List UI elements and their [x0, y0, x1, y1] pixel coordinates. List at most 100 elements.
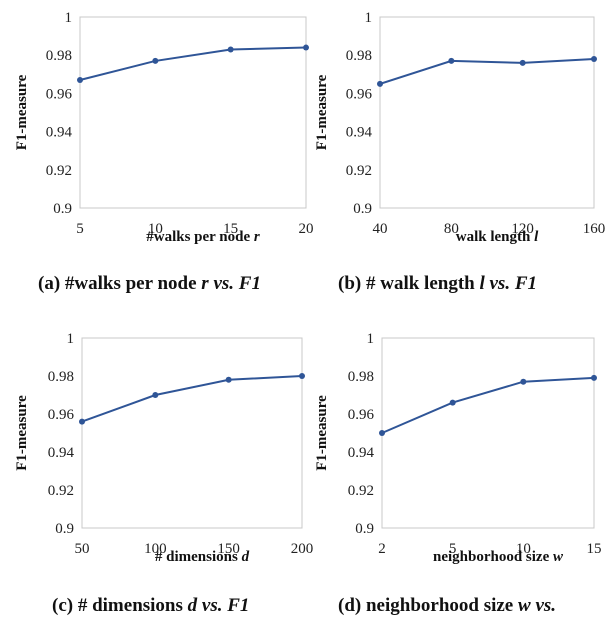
y-tick-label: 0.94 [48, 445, 75, 461]
data-point [448, 57, 455, 64]
x-tick-label: 5 [76, 221, 84, 237]
data-point [152, 392, 159, 398]
data-point [79, 418, 85, 425]
panel-caption: (b) # walk length l vs. F1 [338, 273, 537, 294]
y-tick-label: 0.94 [346, 125, 373, 141]
y-tick-label: 0.9 [355, 521, 374, 537]
x-tick-label: 5 [449, 541, 457, 557]
data-point [225, 376, 232, 383]
y-axis-label: F1-measure [314, 395, 330, 471]
caption-variable: r [201, 273, 209, 294]
y-tick-label: 1 [67, 331, 75, 347]
y-tick-label: 0.98 [48, 369, 74, 385]
x-tick-label: 150 [217, 541, 240, 557]
x-axis-label: #walks per node r [146, 229, 260, 245]
caption-prefix: (c) # dimensions [52, 595, 188, 616]
data-point [519, 59, 526, 66]
series-line [379, 58, 595, 85]
data-point [449, 399, 456, 406]
x-tick-label: 15 [223, 221, 238, 237]
x-tick-label: 100 [144, 541, 167, 557]
x-tick-label: 40 [373, 221, 388, 237]
data-point [591, 56, 597, 63]
y-tick-label: 0.96 [46, 86, 73, 102]
x-tick-label: 50 [75, 541, 90, 557]
x-axis-label-text: #walks per node [146, 229, 254, 245]
data-point [227, 46, 234, 53]
caption-prefix: (b) # walk length [338, 273, 479, 294]
y-tick-label: 1 [365, 10, 373, 26]
caption-variable: d [188, 595, 198, 616]
panel-caption: (c) # dimensions d vs. F1 [52, 595, 249, 616]
y-tick-label: 0.96 [48, 407, 75, 423]
x-axis-label: walk length l [456, 229, 539, 245]
chart-panel-2: 0.9 0.92 0.94 0.96 0.98 1 40 80 120 160 F1-measure… [314, 10, 605, 294]
data-point [520, 378, 527, 385]
x-axis-label-text: # dimensions [155, 549, 242, 565]
caption-vs: vs. [485, 273, 515, 294]
y-tick-label: 0.92 [348, 483, 374, 499]
x-axis-label-variable: d [242, 549, 250, 565]
y-tick-label: 0.96 [346, 86, 373, 102]
y-tick-label: 0.98 [46, 48, 72, 64]
y-tick-label: 1 [367, 331, 375, 347]
x-tick-label: 120 [511, 221, 534, 237]
caption-prefix: (d) neighborhood size [338, 595, 518, 616]
x-axis-label-variable: w [553, 549, 564, 565]
y-tick-label: 0.96 [348, 407, 375, 423]
caption-vs: vs. [531, 595, 556, 616]
y-tick-label: 0.98 [346, 48, 372, 64]
plot-area [379, 16, 595, 209]
series-line [381, 376, 595, 434]
x-axis-label-variable: r [254, 229, 260, 245]
panel-caption: (a) #walks per node r vs. F1 [38, 273, 261, 294]
y-axis-label: F1-measure [14, 74, 30, 150]
caption-metric: F1 [226, 595, 249, 616]
x-axis-label: neighborhood size w [433, 549, 564, 565]
y-tick-label: 0.9 [353, 201, 372, 217]
y-tick-label: 0.9 [55, 521, 74, 537]
x-axis-label-text: neighborhood size [433, 549, 553, 565]
y-tick-label: 0.92 [346, 163, 372, 179]
x-tick-label: 15 [587, 541, 602, 557]
x-axis-label-variable: l [534, 229, 539, 245]
caption-metric: F1 [514, 273, 537, 294]
caption-variable: w [518, 595, 531, 616]
data-point [303, 44, 309, 51]
y-axis-label: F1-measure [14, 395, 30, 471]
data-point [299, 373, 305, 379]
caption-vs: vs. [209, 273, 239, 294]
plot-area [81, 337, 303, 529]
series-line [81, 375, 303, 423]
x-tick-label: 10 [148, 221, 163, 237]
y-tick-label: 0.94 [348, 445, 375, 461]
x-axis-label-text: walk length [456, 229, 534, 245]
x-axis-label: # dimensions d [155, 549, 250, 565]
data-point [377, 80, 383, 87]
x-tick-label: 80 [444, 221, 459, 237]
plot-area [79, 16, 307, 209]
panel-caption: (d) neighborhood size w vs. [338, 595, 556, 616]
y-tick-label: 0.92 [48, 483, 74, 499]
x-tick-label: 2 [378, 541, 386, 557]
caption-variable: l [479, 273, 485, 294]
chart-panel-4: 0.9 0.92 0.94 0.96 0.98 1 2 5 10 15 F1-measure neig… [314, 331, 602, 616]
series-line [79, 46, 307, 81]
x-tick-label: 20 [299, 221, 314, 237]
y-axis-label: F1-measure [314, 74, 330, 150]
data-point [152, 57, 159, 64]
data-point [77, 77, 83, 84]
x-tick-label: 10 [516, 541, 531, 557]
y-tick-label: 0.98 [348, 369, 374, 385]
y-tick-label: 0.92 [46, 163, 72, 179]
x-tick-label: 160 [583, 221, 606, 237]
plot-area [381, 337, 595, 529]
y-tick-label: 0.9 [53, 201, 72, 217]
caption-vs: vs. [197, 595, 227, 616]
data-point [591, 374, 597, 381]
y-tick-label: 0.94 [46, 125, 73, 141]
x-tick-label: 200 [291, 541, 314, 557]
